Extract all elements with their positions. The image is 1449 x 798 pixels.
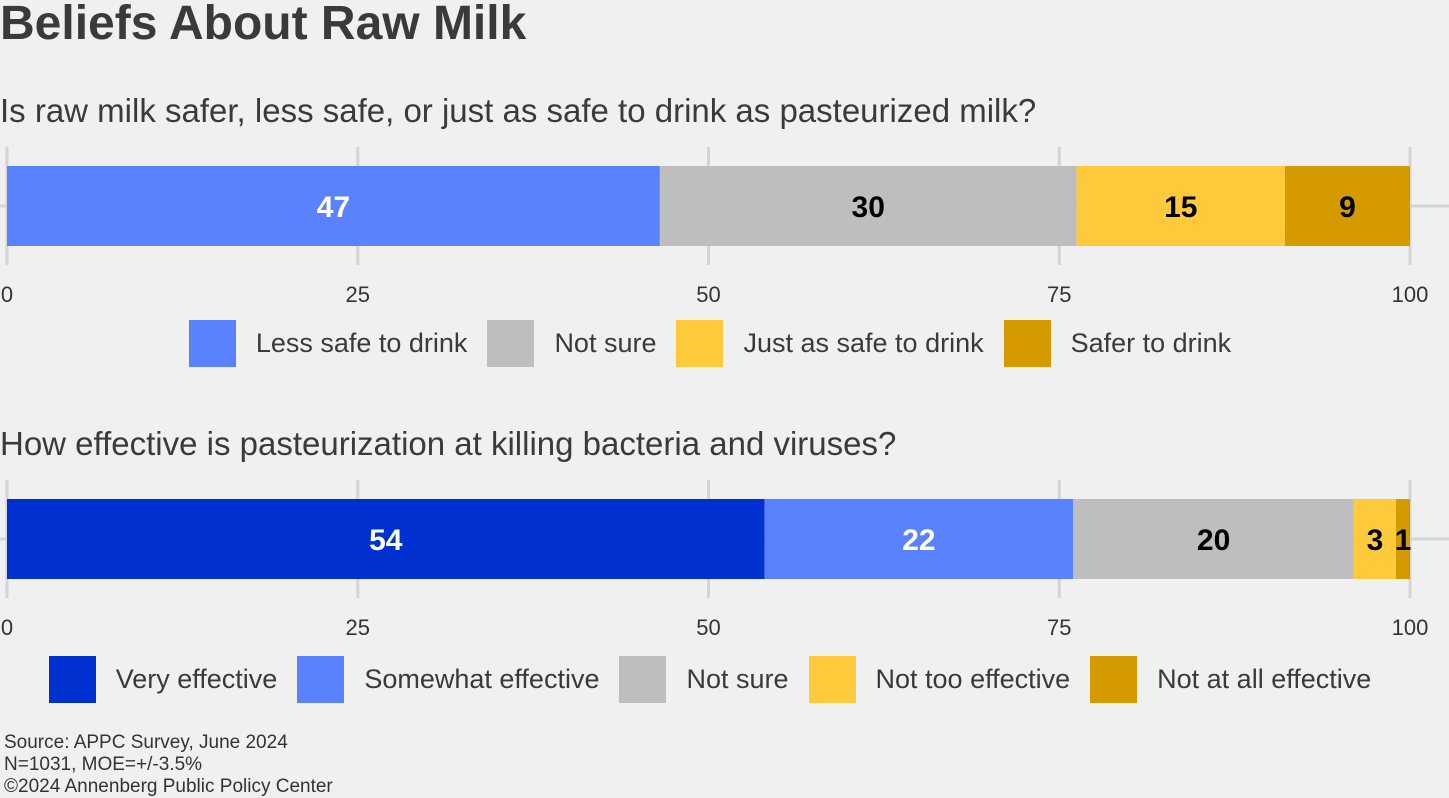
legend-2: Very effective Somewhat effective Not sure… (0, 656, 1420, 703)
legend-item: Somewhat effective (297, 656, 599, 703)
legend-swatch (808, 656, 856, 703)
legend-swatch (1090, 656, 1138, 703)
x-tick-label: 0 (1, 282, 13, 307)
bar-segment (1284, 166, 1410, 246)
data-label: 47 (317, 191, 350, 224)
question-2: How effective is pasteurization at killi… (0, 425, 897, 462)
source-line: Source: APPC Survey, June 2024 (4, 732, 288, 753)
sample-line: N=1031, MOE=+/-3.5% (4, 754, 203, 775)
legend-label: Very effective (115, 664, 278, 694)
legend-swatch (297, 656, 345, 703)
legend-label: Less safe to drink (255, 328, 468, 358)
legend-label: Not too effective (875, 664, 1071, 694)
bar-segment (1395, 499, 1410, 579)
bar-segment (659, 166, 1077, 246)
data-label: 54 (369, 524, 403, 557)
x-tick-label: 75 (1047, 282, 1071, 307)
data-label: 9 (1339, 191, 1356, 224)
legend-item: Very effective (48, 656, 278, 703)
legend-item: Not sure (487, 320, 656, 367)
x-tick-label: 25 (346, 615, 370, 640)
bar-segment (1076, 166, 1285, 246)
x-tick-label: 50 (696, 615, 720, 640)
copyright-line: ©2024 Annenberg Public Policy Center (4, 776, 333, 797)
legend-label: Not sure (686, 664, 789, 694)
data-label: 1 (1395, 524, 1412, 557)
data-label: 3 (1367, 524, 1384, 557)
x-tick-label: 0 (1, 615, 13, 640)
legend-swatch (48, 656, 96, 703)
data-label: 30 (852, 191, 885, 224)
legend-label: Just as safe to drink (743, 328, 984, 358)
x-tick-label: 25 (346, 282, 370, 307)
legend-swatch (188, 320, 236, 367)
legend-label: Not at all effective (1157, 664, 1372, 694)
legend-swatch (676, 320, 724, 367)
bar-segment (1073, 499, 1354, 579)
legend-item: Less safe to drink (188, 320, 468, 367)
legend-item: Not too effective (808, 656, 1071, 703)
legend-swatch (487, 320, 535, 367)
question-1: Is raw milk safer, less safe, or just as… (0, 92, 1037, 129)
legend-swatch (619, 656, 667, 703)
bar-segment (764, 499, 1074, 579)
x-tick-label: 100 (1392, 282, 1429, 307)
legend-label: Somewhat effective (364, 664, 600, 694)
chart-title: Beliefs About Raw Milk (0, 0, 527, 50)
legend-item: Just as safe to drink (676, 320, 984, 367)
x-tick-label: 50 (696, 282, 720, 307)
legend-item: Not at all effective (1090, 656, 1371, 703)
source-note: Source: APPC Survey, June 2024 N=1031, M… (4, 732, 333, 798)
legend-swatch (1003, 320, 1051, 367)
bar-segment (7, 166, 660, 246)
legend-item: Not sure (619, 656, 789, 703)
x-tick-label: 100 (1392, 615, 1429, 640)
bar-segment (1353, 499, 1396, 579)
legend-label: Safer to drink (1070, 328, 1232, 358)
bar-segment (7, 499, 765, 579)
data-label: 22 (902, 524, 935, 557)
data-label: 15 (1164, 191, 1197, 224)
x-tick-label: 75 (1047, 615, 1071, 640)
legend-item: Safer to drink (1003, 320, 1232, 367)
data-label: 20 (1197, 524, 1230, 557)
legend-1: Less safe to drink Not sure Just as safe t… (0, 320, 1420, 367)
legend-label: Not sure (554, 328, 657, 358)
